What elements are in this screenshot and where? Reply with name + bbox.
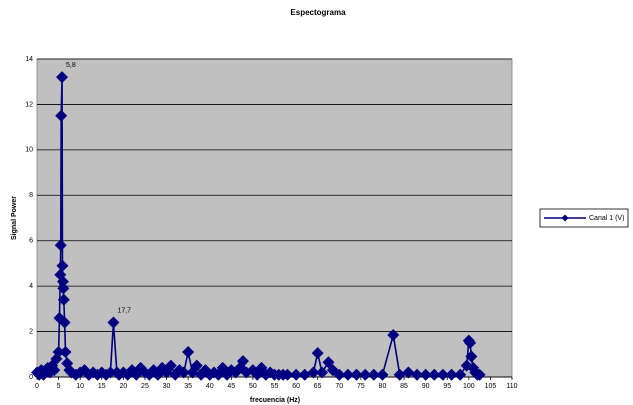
data-point xyxy=(402,366,415,379)
data-point xyxy=(59,346,72,359)
data-point xyxy=(48,364,61,377)
x-tick-label: 65 xyxy=(314,383,322,390)
data-point xyxy=(290,368,303,381)
x-tick-label: 75 xyxy=(357,383,365,390)
data-point xyxy=(164,359,177,372)
x-tick-label: 60 xyxy=(292,383,300,390)
data-point xyxy=(333,368,346,381)
data-point xyxy=(350,368,363,381)
x-tick-label: 100 xyxy=(463,383,475,390)
data-point xyxy=(281,368,294,381)
x-tick-label: 110 xyxy=(506,383,517,390)
data-point xyxy=(56,71,69,84)
y-tick-label: 8 xyxy=(29,192,33,199)
data-point xyxy=(311,347,324,360)
x-tick-label: 80 xyxy=(379,383,387,390)
data-point xyxy=(445,368,458,381)
y-tick-label: 4 xyxy=(29,283,33,290)
data-point xyxy=(182,346,195,359)
data-point xyxy=(393,368,406,381)
data-point xyxy=(376,368,389,381)
x-tick-label: 50 xyxy=(249,383,257,390)
data-point xyxy=(54,239,67,252)
data-point xyxy=(465,350,478,363)
data-point xyxy=(473,368,486,381)
data-point xyxy=(55,109,68,122)
chart-title: Espectograma xyxy=(290,8,346,17)
data-point xyxy=(387,328,400,341)
data-point xyxy=(411,368,423,381)
data-point xyxy=(56,259,69,272)
data-point xyxy=(52,346,65,359)
x-tick-label: 90 xyxy=(422,383,430,390)
y-tick-label: 12 xyxy=(25,101,33,108)
legend-marker xyxy=(561,214,569,222)
data-point xyxy=(107,316,120,329)
x-tick-label: 0 xyxy=(35,383,39,390)
annotation: 5,8 xyxy=(66,62,76,69)
data-point xyxy=(121,368,134,381)
x-axis-label: frecuencia (Hz) xyxy=(250,397,300,404)
data-point xyxy=(454,368,467,381)
y-tick-label: 0 xyxy=(29,374,33,381)
data-point xyxy=(341,368,354,381)
x-tick-label: 15 xyxy=(98,383,106,390)
y-axis-label: Signal Power xyxy=(11,196,18,240)
data-point xyxy=(190,359,203,372)
plot-area xyxy=(36,58,513,378)
data-point xyxy=(298,368,311,381)
data-point xyxy=(316,366,328,379)
data-point xyxy=(56,275,69,288)
x-tick-label: 105 xyxy=(485,383,497,390)
data-point xyxy=(57,293,70,306)
x-tick-label: 30 xyxy=(163,383,171,390)
x-tick-label: 95 xyxy=(443,383,451,390)
data-point xyxy=(359,368,372,381)
data-point xyxy=(307,366,320,379)
x-tick-label: 70 xyxy=(335,383,343,390)
x-tick-label: 5 xyxy=(57,383,61,390)
x-tick-label: 20 xyxy=(119,383,127,390)
data-point xyxy=(367,368,380,381)
x-tick-label: 35 xyxy=(184,383,192,390)
data-point xyxy=(419,368,432,381)
x-tick-label: 40 xyxy=(206,383,214,390)
data-point xyxy=(104,366,117,379)
data-point xyxy=(54,268,67,281)
y-tick-label: 14 xyxy=(25,56,33,63)
y-tick-label: 2 xyxy=(29,328,33,335)
x-tick-label: 55 xyxy=(271,383,279,390)
data-point xyxy=(177,366,190,379)
data-point xyxy=(58,316,71,329)
data-point xyxy=(322,356,335,369)
x-tick-label: 10 xyxy=(76,383,84,390)
y-tick-label: 6 xyxy=(29,238,33,245)
data-point xyxy=(464,336,477,349)
x-tick-label: 45 xyxy=(227,383,235,390)
data-point xyxy=(236,355,249,368)
data-point xyxy=(57,282,70,295)
x-tick-label: 85 xyxy=(400,383,408,390)
legend-label: Canal 1 (V) xyxy=(589,215,624,222)
annotation: 17,7 xyxy=(117,307,131,314)
x-tick-label: 25 xyxy=(141,383,149,390)
data-point xyxy=(428,368,441,381)
data-point xyxy=(436,368,449,381)
y-tick-label: 10 xyxy=(25,147,33,154)
